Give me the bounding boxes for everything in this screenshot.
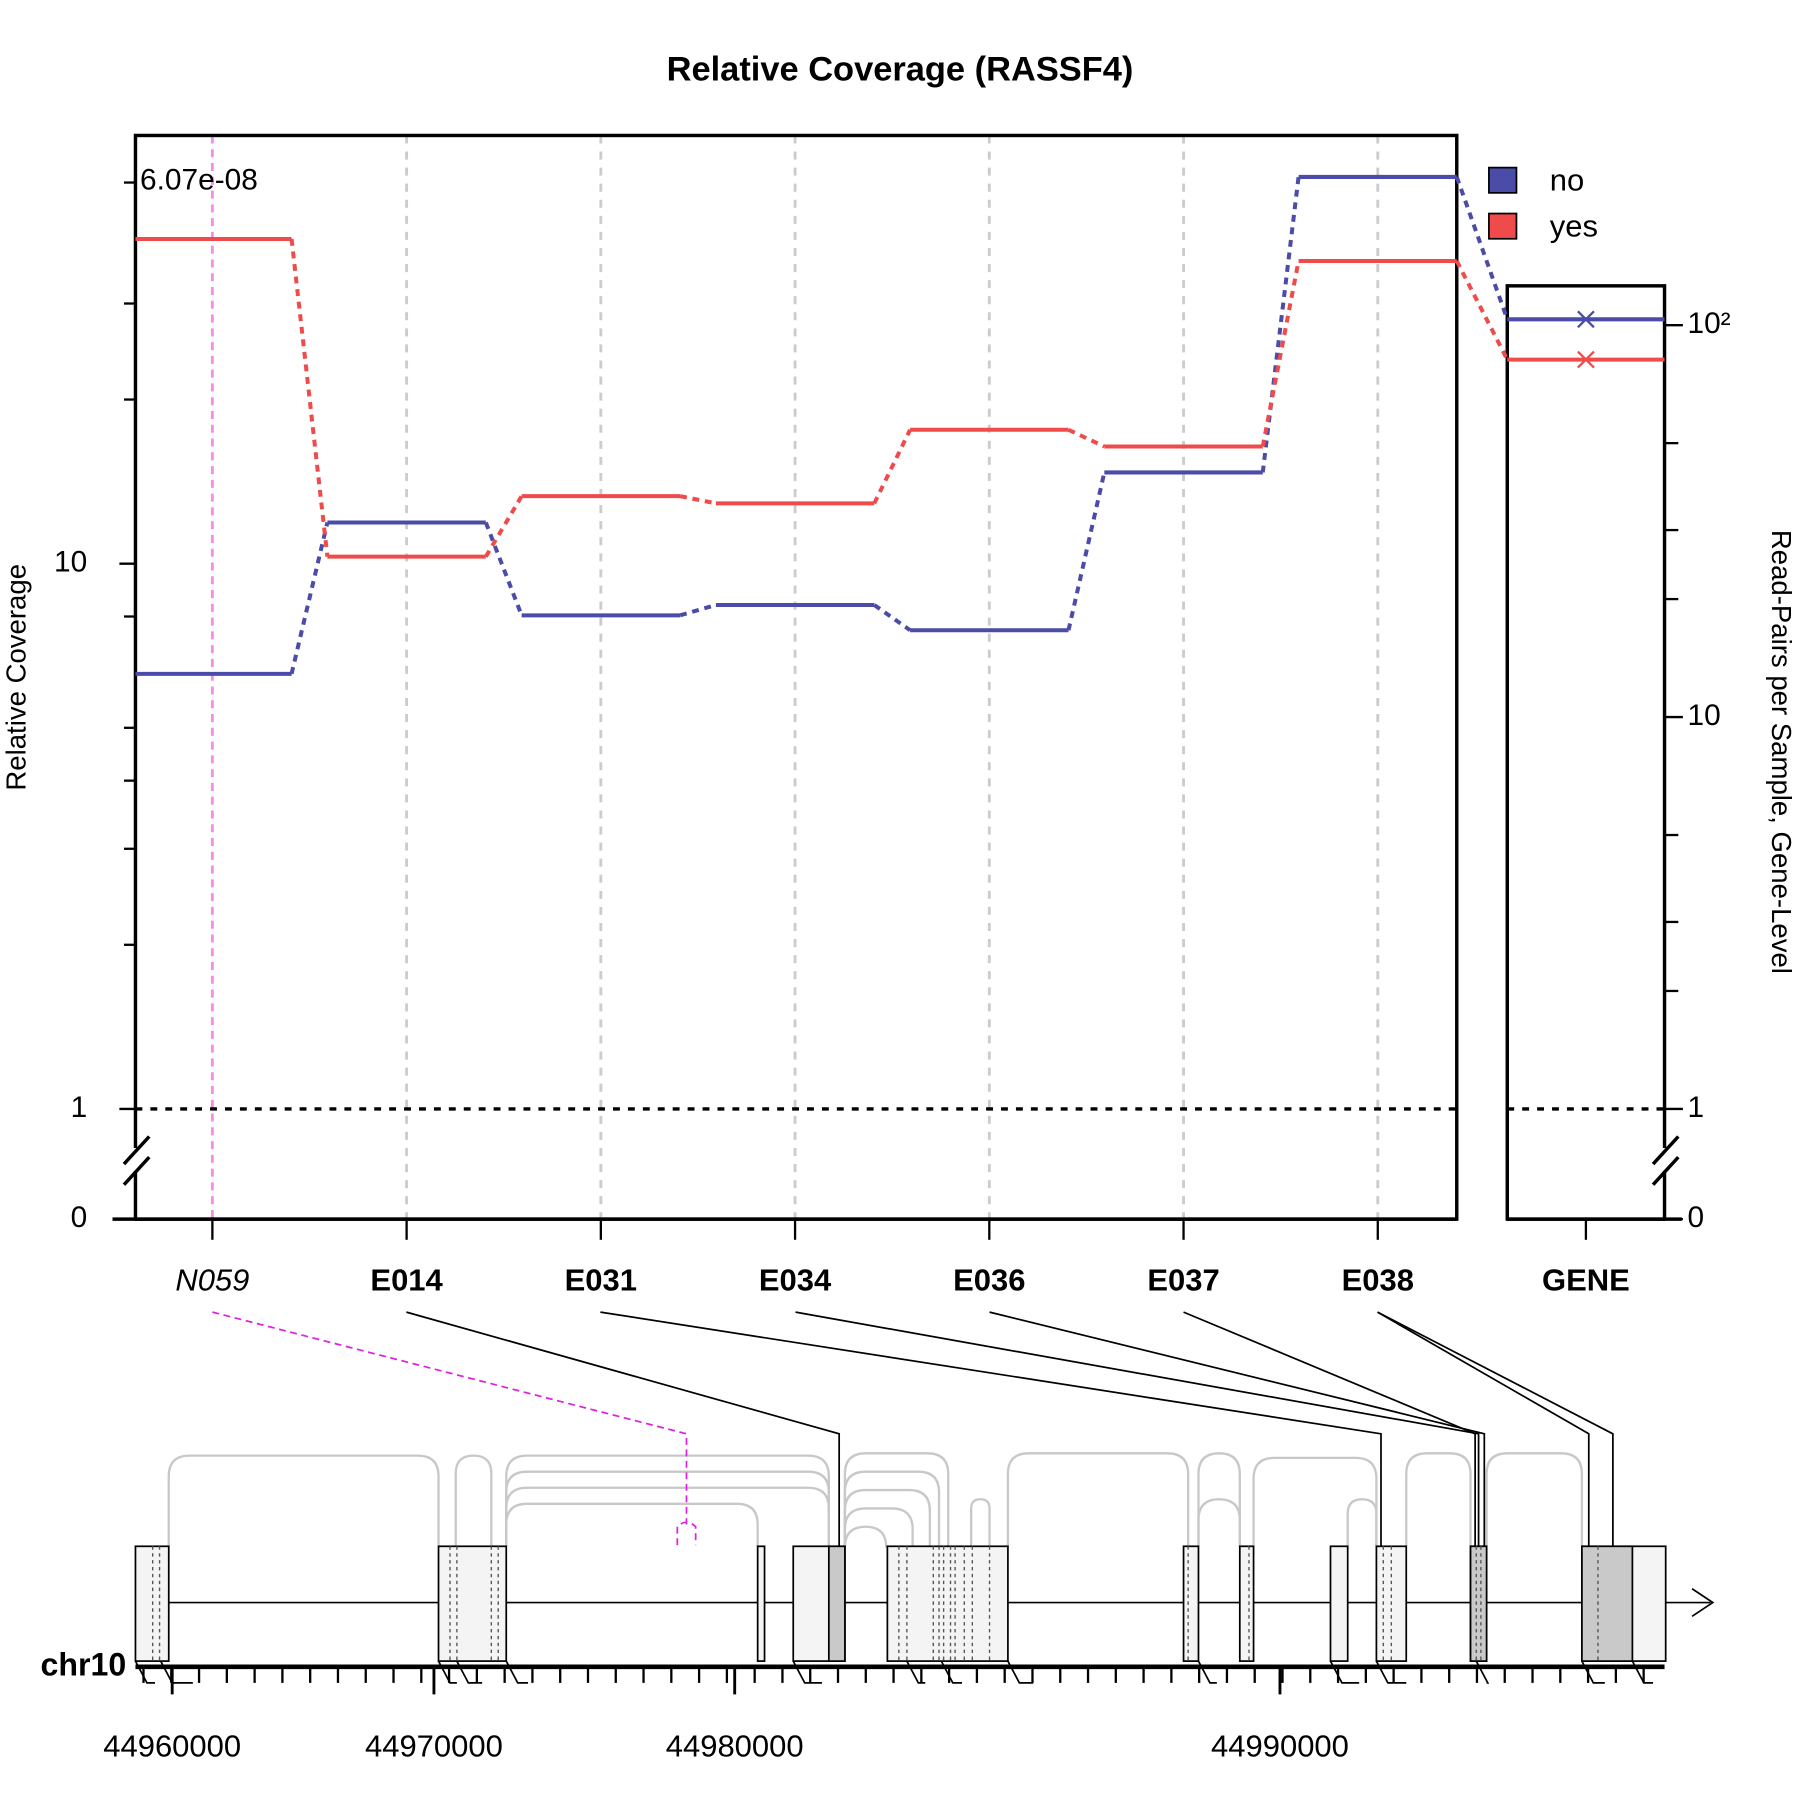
x-tick-label: N059 [175,1262,249,1297]
feature-link [406,1311,841,1547]
exon-highlight [827,1545,846,1662]
x-tick-label: E037 [1147,1262,1219,1297]
axis-break [1651,1155,1680,1186]
legend-label: no [1550,163,1584,198]
gene-model [134,1311,1715,1684]
y2-tick-label: 10 [1688,699,1721,732]
y-axis-label: Relative Coverage [1,564,32,791]
axis-break [122,1135,151,1166]
connector [1260,260,1301,447]
junction-arc [505,1454,830,1547]
connector [1067,427,1106,449]
y2-tick-label: 10² [1688,307,1731,340]
x-tick-label: E031 [565,1262,637,1297]
y-tick-label: 10 [54,546,87,579]
feature-link [212,1311,697,1546]
junction-arc [1006,1452,1190,1547]
axis-break [1651,1135,1680,1166]
exon-highlight [1581,1545,1634,1662]
x-tick-label: E036 [953,1262,1025,1297]
junction-arc [1405,1452,1472,1547]
axis-break [122,1155,151,1186]
junction-arc [1197,1452,1241,1547]
exon [1238,1545,1255,1662]
junction-arc [843,1507,914,1547]
y2-tick-label: 1 [1688,1091,1705,1124]
break-gap [1643,1147,1686,1171]
junction-arc [970,1498,991,1547]
legend-swatch [1488,212,1518,240]
x-tick-label: E034 [759,1262,832,1297]
junction-arc [167,1454,440,1547]
connector [289,238,330,557]
chromosome-label: chr10 [41,1646,127,1682]
genome-tick-label: 44990000 [1211,1729,1349,1764]
connector [679,603,717,618]
connector [289,522,330,675]
feature-link [1377,1311,1590,1547]
feature-link [1377,1311,1614,1547]
feature-link [795,1311,1480,1547]
exon-highlight [1469,1545,1488,1662]
feature-link [989,1311,1486,1547]
x-tick-label: GENE [1542,1262,1630,1297]
junction-arc [505,1486,830,1547]
junction-arc [1252,1456,1378,1547]
junction-arc [1485,1452,1584,1547]
junction-arc [454,1454,493,1547]
genome-tick-label: 44960000 [103,1729,241,1764]
feature-link [600,1311,1382,1547]
connector [483,521,524,617]
series [135,174,1665,676]
y2-tick-label: 0 [1688,1201,1705,1234]
break-gap [114,1147,157,1171]
genome-tick-label: 44970000 [365,1729,503,1764]
connector [1454,260,1510,361]
genome-tick-label: 44980000 [666,1729,804,1764]
x-tick-label: E014 [370,1262,443,1297]
exon [756,1545,766,1662]
exon [437,1545,508,1662]
y2-axis-label: Read-Pairs per Sample, Gene-Level [1766,530,1797,974]
exon [1329,1545,1349,1662]
exon [1182,1545,1200,1662]
annotation: 6.07e-08 [140,163,258,196]
junction-arc [505,1502,759,1547]
x-tick-label: E038 [1342,1262,1414,1297]
y-tick-label: 0 [71,1201,88,1234]
junction-arc [1346,1498,1378,1547]
y-tick-label: 1 [71,1091,88,1124]
chart-title: Relative Coverage (RASSF4) [667,50,1134,88]
feature-link [1183,1311,1476,1547]
junction-arc [843,1470,941,1547]
junction-arc [843,1525,888,1548]
legend-label: yes [1550,209,1598,244]
junction-arc [843,1488,931,1547]
series [135,236,1665,559]
connector [1066,471,1107,631]
junction-arc [843,1452,950,1547]
gene-marker [1577,350,1595,369]
junction-arc [1197,1498,1241,1547]
junction-arc [505,1470,830,1547]
strand-arrow [1691,1588,1715,1618]
connector [872,428,912,505]
gene-marker [1577,310,1595,329]
legend-swatch [1488,166,1518,194]
connector [679,494,717,506]
